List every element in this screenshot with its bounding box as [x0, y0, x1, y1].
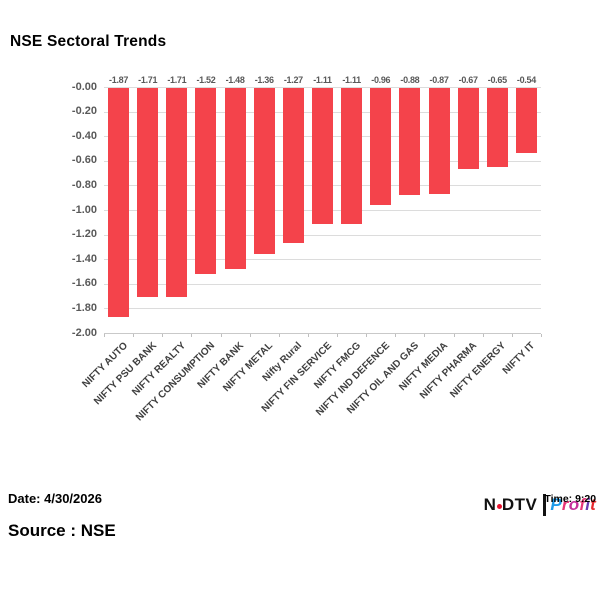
- bar-value-label: -0.67: [458, 75, 478, 85]
- profit-letter: f: [579, 495, 586, 514]
- bar: [253, 88, 275, 255]
- x-axis-tick: [249, 334, 251, 337]
- ndtv-profit-logo: N DTV Profit Time: 9:20: [484, 492, 596, 518]
- gridline: [104, 87, 541, 88]
- y-axis-tick-label: -0.20: [71, 105, 97, 118]
- ndtv-red-dot-icon: [496, 503, 502, 509]
- gridline: [104, 308, 541, 310]
- x-axis-category-label: NIFTY ENERGY: [448, 340, 509, 401]
- x-axis-tick: [133, 334, 135, 337]
- profit-letter: o: [568, 495, 580, 514]
- gridline: [104, 259, 541, 261]
- gridline: [104, 234, 541, 236]
- y-axis-tick-label: -0.80: [71, 178, 97, 191]
- profit-letter: t: [590, 495, 596, 514]
- x-axis-tick: [511, 334, 513, 337]
- bar-value-label: -0.54: [516, 75, 536, 85]
- bar: [428, 88, 450, 194]
- profit-letter: i: [585, 495, 591, 514]
- bar-value-label: -1.87: [109, 75, 129, 85]
- bar-value-label: -0.96: [371, 75, 391, 85]
- y-axis-tick-label: -2.00: [71, 326, 97, 339]
- bar: [195, 88, 217, 274]
- bar-value-label: -1.11: [342, 75, 361, 85]
- bar-value-label: -1.52: [196, 75, 216, 85]
- x-axis-tick: [453, 334, 455, 337]
- bar: [486, 88, 508, 167]
- bar-value-label: -1.27: [283, 75, 303, 85]
- bar-value-label: -1.36: [254, 75, 274, 85]
- gridline: [104, 283, 541, 285]
- x-axis-tick: [482, 334, 484, 337]
- y-axis-tick-label: -0.40: [71, 129, 97, 142]
- bar-value-label: -1.11: [313, 75, 332, 85]
- y-axis-tick-label: -0.00: [71, 80, 97, 93]
- x-axis-tick: [104, 334, 105, 337]
- profit-wordmark-wrap: Profit Time: 9:20: [544, 493, 596, 515]
- y-axis-tick-label: -1.40: [71, 252, 97, 265]
- bar-value-label: -1.71: [138, 75, 158, 85]
- ndtv-wordmark: N DTV: [484, 495, 538, 515]
- x-axis-tick: [307, 334, 309, 337]
- date-label: Date: 4/30/2026: [8, 491, 102, 506]
- bar-value-label: -1.48: [225, 75, 245, 85]
- bar: [166, 88, 188, 298]
- profit-letter: P: [550, 495, 562, 514]
- bar-value-label: -0.87: [429, 75, 449, 85]
- y-axis-tick-label: -0.60: [71, 154, 97, 167]
- bar: [282, 88, 304, 244]
- chart-title: NSE Sectoral Trends: [10, 33, 167, 50]
- bar: [108, 88, 130, 317]
- time-label: Time: 9:20: [544, 493, 597, 505]
- bar: [515, 88, 537, 154]
- profit-wordmark: Profit: [550, 495, 596, 514]
- gridline: [104, 333, 541, 334]
- bar: [224, 88, 246, 270]
- y-axis-tick-label: -1.00: [71, 203, 97, 216]
- bar: [457, 88, 479, 170]
- bar: [370, 88, 392, 206]
- profit-letter: r: [561, 495, 569, 514]
- bar-value-label: -0.65: [487, 75, 507, 85]
- x-axis-tick: [366, 334, 368, 337]
- bar-value-label: -1.71: [167, 75, 187, 85]
- x-axis-tick: [278, 334, 280, 337]
- x-axis-tick: [424, 334, 426, 337]
- bar-value-label: -0.88: [400, 75, 420, 85]
- ndtv-letter-n: N: [483, 495, 497, 514]
- y-axis-tick-label: -1.80: [71, 301, 97, 314]
- bar: [312, 88, 333, 224]
- y-axis-tick-label: -1.20: [71, 228, 97, 241]
- source-label: Source : NSE: [8, 521, 116, 540]
- bar: [137, 88, 159, 298]
- bar: [399, 88, 421, 196]
- y-axis-tick-label: -1.60: [71, 277, 97, 290]
- x-axis-tick: [162, 334, 164, 337]
- x-axis-tick: [541, 334, 542, 337]
- logo-separator-bar: [543, 494, 547, 516]
- x-axis-tick: [220, 334, 222, 337]
- x-axis-tick: [191, 334, 193, 337]
- x-axis-tick: [337, 334, 339, 337]
- ndtv-letters-dtv: DTV: [501, 495, 538, 514]
- x-axis-tick: [395, 334, 397, 337]
- bar: [341, 88, 363, 224]
